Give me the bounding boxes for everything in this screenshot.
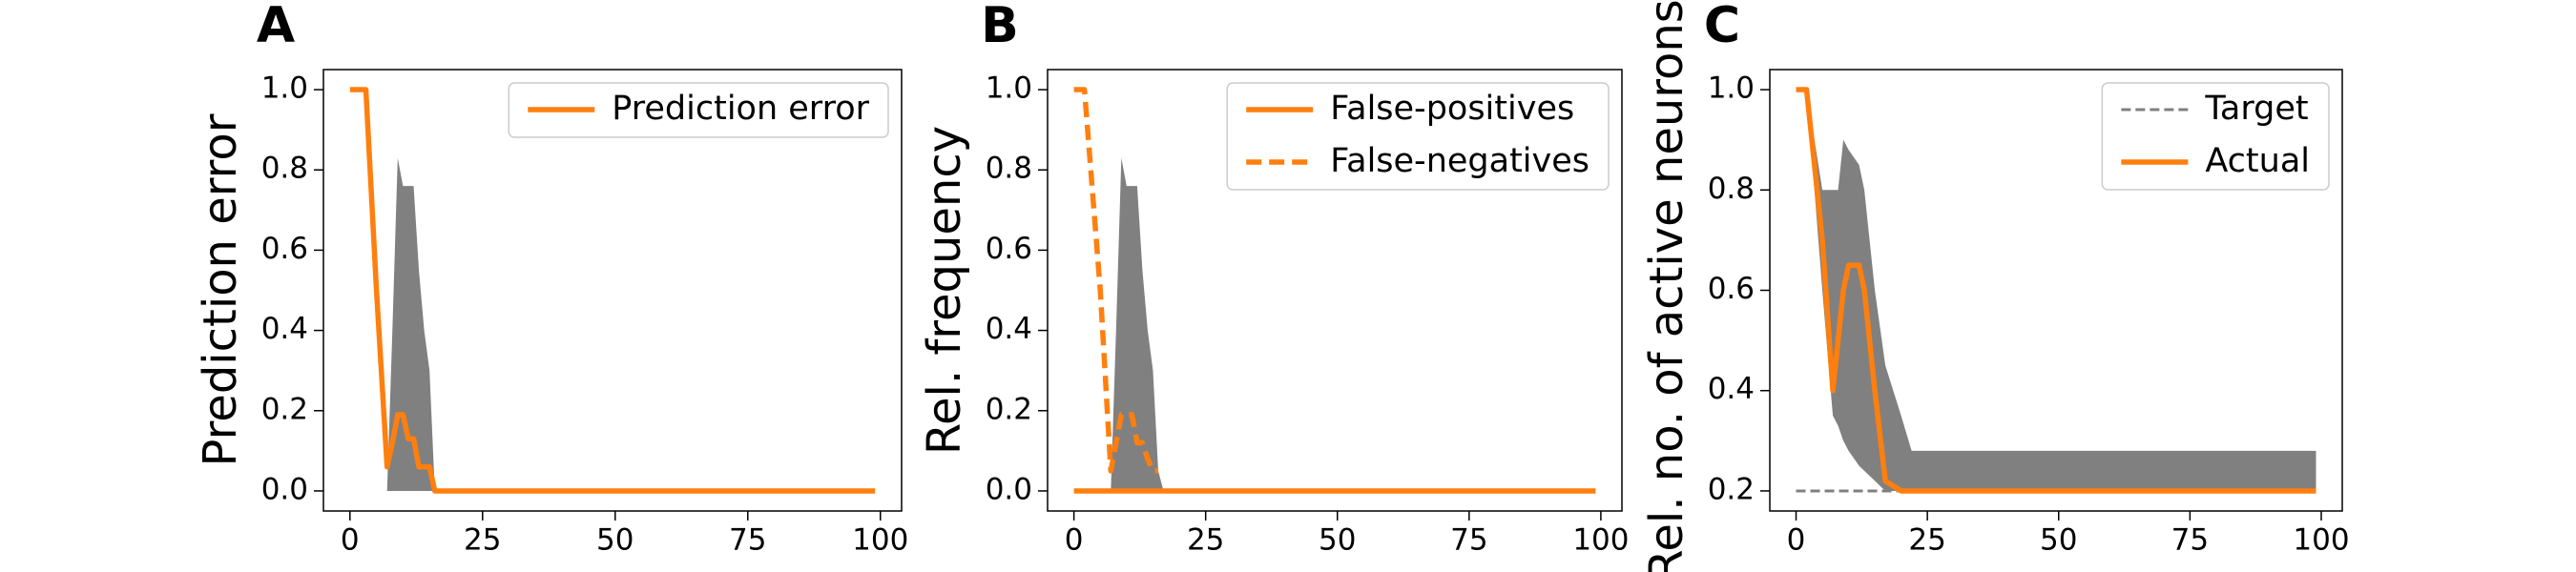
panel-label: C xyxy=(1704,0,1740,54)
panel-label: A xyxy=(257,0,295,54)
legend-box xyxy=(1226,82,1610,191)
x-tick-label: 25 xyxy=(1908,523,1945,558)
panel: 0 25 50 75 100 0.0 0.2 0.4 0.6 0.8 1.0 A # Training … xyxy=(194,0,908,572)
axes-frame xyxy=(1769,69,2343,512)
y-tick-label: 0.6 xyxy=(1708,272,1755,306)
y-tick-label: 1.0 xyxy=(986,72,1032,106)
x-tick-label: 50 xyxy=(596,523,634,558)
y-axis-label: Prediction error xyxy=(194,113,247,466)
y-tick-label: 0.0 xyxy=(261,472,308,506)
y-tick-label: 0.4 xyxy=(986,312,1032,346)
series-line xyxy=(349,87,876,494)
x-tick-label: 75 xyxy=(729,523,766,558)
x-tick-label: 50 xyxy=(1319,523,1356,558)
y-tick-label: 0.0 xyxy=(986,472,1032,506)
x-tick-label: 100 xyxy=(1572,523,1629,558)
x-tick-label: 25 xyxy=(464,523,501,558)
y-tick-label: 1.0 xyxy=(261,72,308,106)
legend: False-positives False-negatives xyxy=(1226,82,1610,191)
x-tick-label: 100 xyxy=(852,523,908,558)
series-line xyxy=(1796,87,2316,494)
y-tick-label: 0.4 xyxy=(1708,372,1755,406)
legend-label: Target xyxy=(2204,90,2308,128)
x-tick-label: 75 xyxy=(1450,523,1487,558)
series-line xyxy=(1073,87,1158,474)
y-tick-label: 0.6 xyxy=(261,232,308,266)
x-tick-label: 25 xyxy=(1187,523,1224,558)
y-tick-label: 0.8 xyxy=(261,152,308,186)
panel-label: B xyxy=(981,0,1019,54)
legend: Target Actual xyxy=(2101,82,2330,191)
legend-label: False-negatives xyxy=(1330,142,1589,180)
x-tick-label: 0 xyxy=(1787,523,1806,558)
y-tick-label: 0.2 xyxy=(261,392,308,426)
x-tick-label: 75 xyxy=(2171,523,2209,558)
y-axis-label: Rel. frequency xyxy=(918,126,971,455)
y-axis-label: Rel. no. of active neurons xyxy=(1640,0,1693,572)
axes-frame xyxy=(1047,69,1623,512)
x-axis-label: # Training Episodes xyxy=(386,569,839,572)
y-tick-label: 0.8 xyxy=(986,152,1032,186)
x-tick-label: 0 xyxy=(341,523,360,558)
y-tick-label: 0.4 xyxy=(261,312,308,346)
band xyxy=(1073,157,1596,491)
x-tick-label: 0 xyxy=(1065,523,1084,558)
legend-label: Actual xyxy=(2205,142,2310,180)
axes-frame xyxy=(322,69,903,512)
band xyxy=(349,90,876,491)
y-tick-label: 0.6 xyxy=(986,232,1032,266)
y-tick-label: 1.0 xyxy=(1708,72,1755,106)
x-tick-label: 100 xyxy=(2293,523,2349,558)
legend-box xyxy=(508,82,889,138)
panel: 0 25 50 75 100 0.0 0.2 0.4 0.6 0.8 1.0 B # Training … xyxy=(918,0,1629,572)
panel: 0 25 50 75 100 0.2 0.4 0.6 0.8 1.0 C # Training Epi… xyxy=(1640,0,2350,572)
legend-label: False-positives xyxy=(1330,90,1574,128)
legend: Prediction error xyxy=(508,82,889,138)
y-tick-label: 0.2 xyxy=(986,392,1032,426)
x-axis-label: # Training Episodes xyxy=(1109,569,1561,572)
y-tick-label: 0.8 xyxy=(1708,172,1755,206)
x-axis-label: # Training Episodes xyxy=(1830,569,2282,572)
x-tick-label: 50 xyxy=(2040,523,2077,558)
legend-label: Prediction error xyxy=(612,90,869,128)
y-tick-label: 0.2 xyxy=(1708,472,1755,506)
